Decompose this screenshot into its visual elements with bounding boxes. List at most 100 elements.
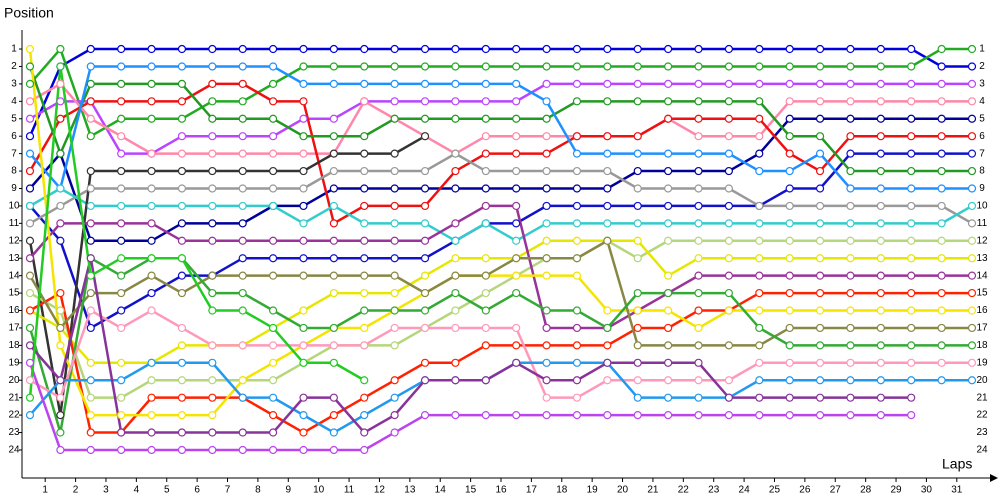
lap-marker <box>785 393 794 402</box>
y-tick-label-right: 12 <box>976 235 988 246</box>
lap-marker <box>603 184 612 193</box>
lap-marker <box>512 358 521 367</box>
lap-marker <box>815 254 825 263</box>
lap-marker <box>907 149 916 158</box>
lap-marker <box>177 149 187 158</box>
lap-marker <box>147 62 156 71</box>
lap-marker <box>25 44 35 54</box>
lap-marker <box>937 97 946 106</box>
lap-marker <box>603 358 612 367</box>
lap-marker <box>846 288 855 298</box>
lap-marker <box>815 132 825 141</box>
lap-marker <box>420 376 430 385</box>
lap-marker <box>876 219 885 228</box>
lap-marker <box>25 411 35 420</box>
lap-marker <box>633 411 642 420</box>
lap-marker <box>25 306 35 315</box>
series-line <box>29 82 972 156</box>
lap-marker <box>633 44 642 54</box>
lap-marker <box>360 62 369 71</box>
y-tick-label-right: 21 <box>976 392 988 403</box>
lap-marker <box>876 411 885 420</box>
lap-marker <box>724 149 734 158</box>
lap-marker <box>390 236 399 245</box>
lap-marker <box>208 201 217 211</box>
lap-marker <box>512 79 521 88</box>
lap-marker <box>937 114 946 123</box>
lap-marker <box>755 376 764 385</box>
lap-marker <box>694 306 703 315</box>
lap-marker <box>694 44 703 54</box>
lap-marker <box>694 254 703 263</box>
lap-marker <box>572 236 582 245</box>
lap-marker <box>299 445 308 455</box>
lap-marker <box>360 271 369 280</box>
lap-marker <box>329 428 338 437</box>
lap-marker <box>785 341 794 350</box>
lap-marker <box>542 376 551 385</box>
lap-marker <box>268 149 278 158</box>
lap-marker <box>56 323 65 333</box>
lap-marker <box>512 288 521 298</box>
lap-marker <box>724 341 734 350</box>
lap-marker <box>572 376 582 385</box>
x-tick-label: 7 <box>225 485 231 496</box>
lap-marker <box>56 97 65 106</box>
y-tick-label: 24 <box>8 445 20 456</box>
lap-marker <box>420 114 430 123</box>
lap-marker <box>268 236 278 245</box>
lap-marker <box>846 323 855 333</box>
lap-marker <box>694 62 703 71</box>
lap-marker <box>238 114 247 123</box>
lap-marker <box>512 236 521 245</box>
lap-marker <box>390 271 399 280</box>
lap-marker <box>694 166 703 176</box>
y-tick-label-right: 13 <box>976 253 988 264</box>
lap-marker <box>542 79 551 88</box>
lap-marker <box>967 288 977 298</box>
lap-marker <box>572 132 582 141</box>
lap-marker <box>268 411 278 420</box>
lap-marker <box>268 62 278 71</box>
lap-marker <box>56 219 65 228</box>
lap-marker <box>86 445 95 455</box>
x-tick-label: 1 <box>42 485 48 496</box>
lap-marker <box>785 254 794 263</box>
lap-marker <box>907 306 916 315</box>
lap-marker <box>25 184 35 193</box>
lap-marker <box>785 288 794 298</box>
x-tick-label: 31 <box>951 485 963 496</box>
lap-marker <box>967 376 977 385</box>
lap-marker <box>664 411 673 420</box>
lap-marker <box>420 62 430 71</box>
lap-marker <box>815 323 825 333</box>
lap-marker <box>512 254 521 263</box>
lap-marker <box>147 445 156 455</box>
lap-marker <box>664 79 673 88</box>
lap-marker <box>299 201 308 211</box>
lap-marker <box>724 114 734 123</box>
lap-marker <box>876 254 885 263</box>
lap-marker <box>603 62 612 71</box>
lap-marker <box>56 288 65 298</box>
y-tick-label: 7 <box>11 148 17 159</box>
y-tick-label-right: 5 <box>979 113 985 124</box>
x-tick-label: 18 <box>556 485 568 496</box>
lap-marker <box>967 236 977 245</box>
x-tick-label: 4 <box>134 485 140 496</box>
series-line <box>28 135 426 416</box>
series-line <box>28 47 972 137</box>
lap-marker <box>360 428 369 437</box>
lap-marker <box>268 271 278 280</box>
lap-marker <box>177 114 187 123</box>
x-tick-label: 11 <box>344 485 355 496</box>
lap-marker <box>329 132 338 141</box>
lap-marker <box>603 323 612 333</box>
lap-marker <box>694 149 703 158</box>
lap-marker <box>603 166 612 176</box>
lap-marker <box>451 166 460 176</box>
lap-marker <box>86 97 95 106</box>
lap-marker <box>390 44 399 54</box>
lap-marker <box>603 236 612 245</box>
lap-marker <box>907 219 916 228</box>
